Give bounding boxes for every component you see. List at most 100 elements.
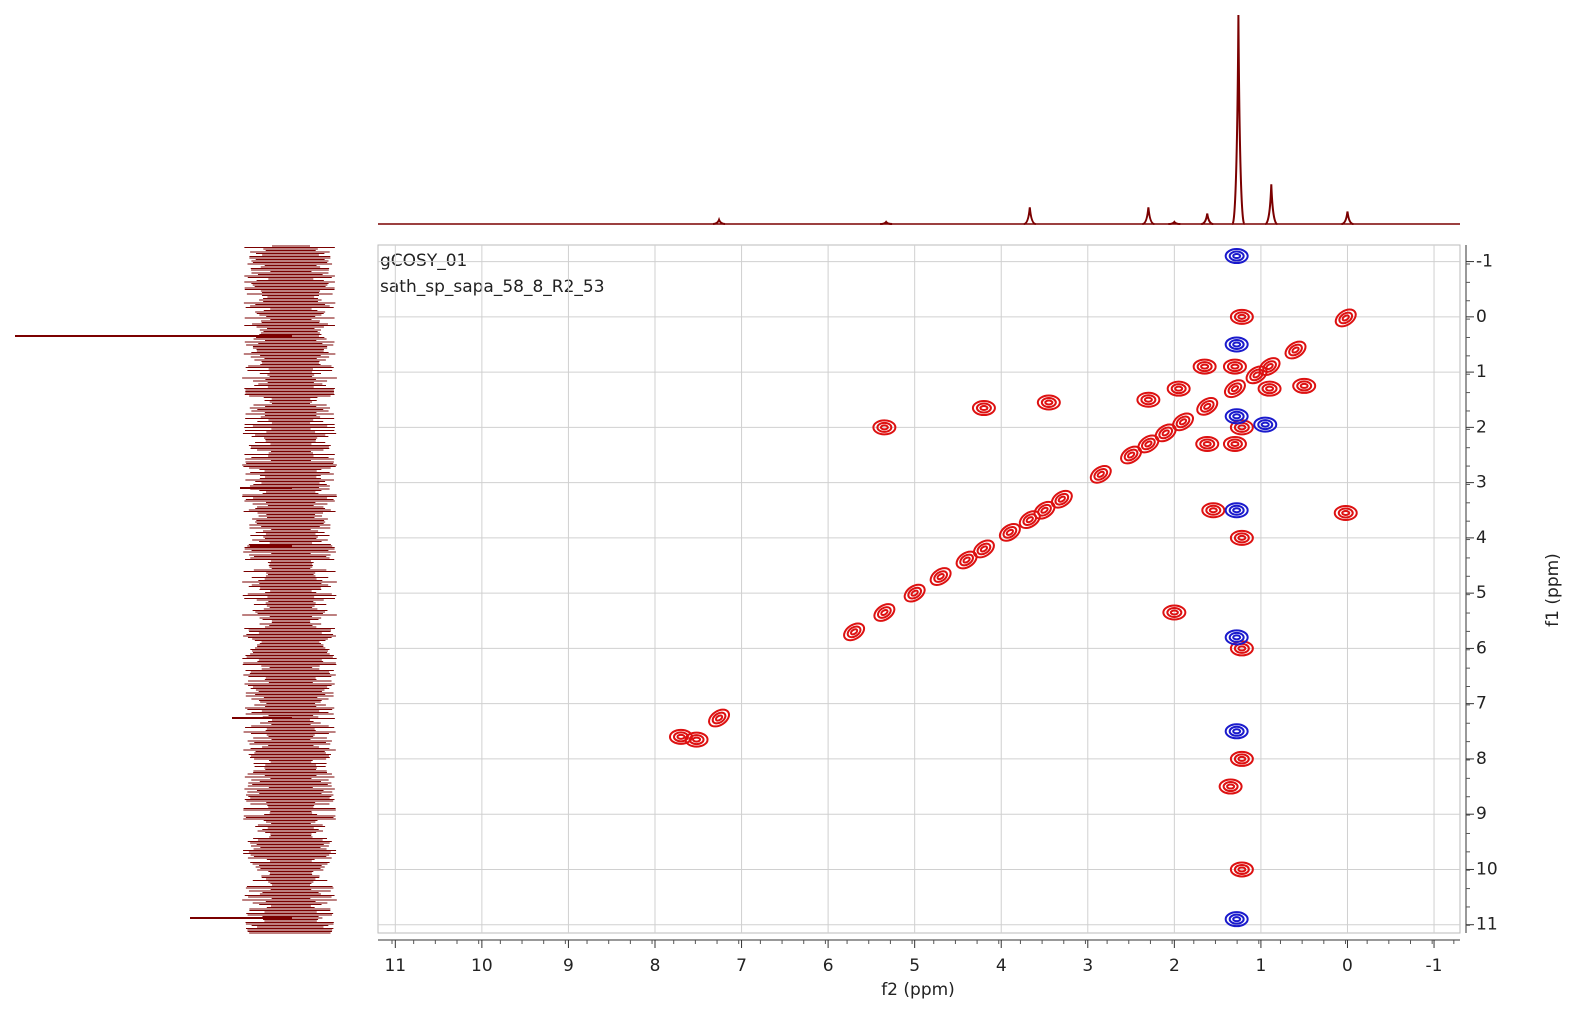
cross-peak: [998, 522, 1021, 542]
contour: [1172, 412, 1194, 432]
contour: [910, 589, 919, 597]
contour: [1226, 783, 1236, 790]
y-tick-label: 1: [1476, 362, 1487, 382]
cross-peak: [843, 622, 866, 642]
cross-peak: [1229, 861, 1254, 878]
cross-peak: [1284, 340, 1307, 360]
cross-peak: [1223, 379, 1246, 399]
y-tick-label: 0: [1476, 307, 1487, 327]
x-tick-label: 11: [384, 956, 406, 976]
contour: [1228, 504, 1245, 516]
contour: [1292, 377, 1317, 394]
y-tick-label: 8: [1476, 749, 1487, 769]
x-tick-label: 5: [909, 956, 920, 976]
contour: [1265, 363, 1274, 371]
contour: [936, 573, 945, 581]
contour: [1338, 311, 1354, 325]
cross-peak: [1172, 412, 1194, 432]
projection-peak: [1168, 220, 1181, 225]
contour: [1230, 385, 1240, 393]
contour: [979, 545, 989, 553]
contour: [1002, 525, 1018, 539]
cross-peak: [1033, 500, 1056, 520]
cross-peak: [1229, 529, 1254, 546]
y-tick-label: -1: [1476, 252, 1493, 272]
contour: [1261, 383, 1278, 395]
y-tick-label: 11: [1476, 915, 1498, 935]
contour: [1228, 250, 1245, 262]
contour: [1199, 438, 1216, 450]
x-tick-label: -1: [1426, 956, 1443, 976]
contour: [1205, 504, 1222, 516]
cross-peak: [903, 583, 926, 603]
cross-peak: [1253, 416, 1278, 433]
contour: [1228, 725, 1245, 737]
contour: [1232, 413, 1242, 420]
cross-peak: [1258, 357, 1281, 376]
cross-peak: [1222, 435, 1247, 452]
contour: [1203, 402, 1212, 410]
cross-peak: [1195, 435, 1220, 452]
cross-peak: [1224, 502, 1249, 519]
contour: [1158, 426, 1174, 440]
contour: [1233, 753, 1250, 765]
contour: [1201, 502, 1226, 519]
projection-peak: [1341, 211, 1354, 225]
contour: [1288, 343, 1303, 357]
cross-peak: [955, 550, 978, 570]
cross-peak: [1224, 336, 1249, 353]
contour: [1237, 645, 1247, 652]
contour: [1218, 778, 1243, 795]
cross-peak: [1120, 445, 1143, 465]
cross-peak: [1333, 505, 1358, 522]
cross-peak: [1036, 394, 1061, 411]
contour: [672, 731, 689, 743]
annotation: sath_sp_sapa_58_8_R2_53: [380, 277, 605, 297]
contour: [1299, 382, 1309, 389]
x-tick-label: 0: [1342, 956, 1353, 976]
contour: [1036, 394, 1061, 411]
contour: [1040, 506, 1049, 514]
cross-peak: [1292, 377, 1317, 394]
contour: [1232, 634, 1242, 641]
contour: [1237, 534, 1247, 541]
x-tick-label: 4: [996, 956, 1007, 976]
contour: [1208, 507, 1218, 514]
contour: [879, 424, 889, 431]
contour: [976, 542, 992, 556]
contour: [971, 400, 996, 417]
contour: [1337, 507, 1354, 519]
contour: [1228, 338, 1245, 350]
contour: [876, 421, 893, 433]
contour: [1223, 379, 1246, 399]
contour: [1229, 861, 1254, 878]
contour: [1202, 440, 1212, 447]
cross-peak: [1334, 308, 1357, 328]
contour: [676, 733, 686, 740]
contour: [1044, 399, 1054, 406]
contour: [873, 603, 896, 622]
y-tick-label: 2: [1476, 417, 1487, 437]
contour: [843, 622, 866, 642]
contour: [1232, 728, 1242, 735]
contour: [1228, 913, 1245, 925]
contour: [1054, 492, 1070, 506]
contour: [1334, 308, 1357, 328]
contour: [903, 583, 926, 603]
cross-peak: [1224, 248, 1249, 265]
contour: [959, 553, 974, 567]
contour: [1057, 495, 1066, 503]
cross-peak: [1196, 396, 1219, 416]
contour: [1265, 385, 1275, 392]
cross-peak: [971, 400, 996, 417]
contour: [1033, 500, 1056, 520]
contour: [1222, 435, 1247, 452]
annotation: gCOSY_01: [380, 251, 467, 271]
cross-peak: [1089, 464, 1112, 484]
projection-peak: [1142, 207, 1155, 225]
contour: [849, 628, 859, 636]
cross-peak: [684, 731, 709, 748]
contour: [1224, 502, 1249, 519]
x-axis-label: f2 (ppm): [881, 980, 955, 1000]
